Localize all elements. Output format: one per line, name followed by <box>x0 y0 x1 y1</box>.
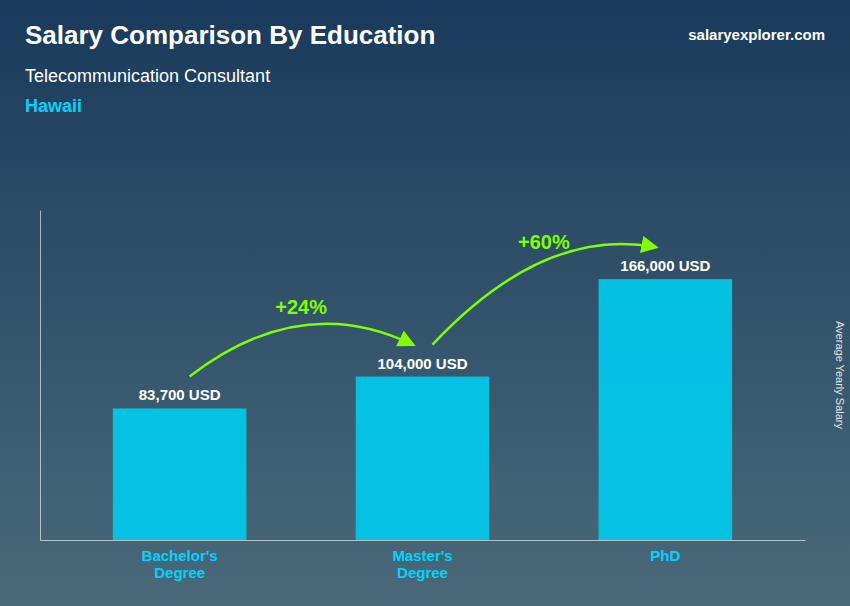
x-tick-label: Master'sDegree <box>392 547 452 581</box>
value-label: 83,700 USD <box>139 386 221 403</box>
bar <box>356 377 490 540</box>
x-axis-line <box>41 540 806 541</box>
watermark: salaryexplorer.com <box>688 26 825 43</box>
background <box>0 0 850 606</box>
x-tick-label-line: PhD <box>650 547 680 564</box>
chart-root: Salary Comparison By Education Telecommun… <box>0 0 850 606</box>
subtitle: Telecommunication Consultant <box>25 66 270 86</box>
x-tick: Master'sDegree <box>392 540 452 581</box>
x-tick-label-line: Master's <box>392 547 452 564</box>
x-tick-label-line: Degree <box>397 564 448 581</box>
x-axis: Bachelor'sDegreeMaster'sDegreePhD <box>41 540 806 581</box>
bars <box>113 279 732 540</box>
growth-label: +60% <box>518 231 570 253</box>
location: Hawaii <box>25 96 82 116</box>
growth-label: +24% <box>275 296 327 318</box>
x-tick: Bachelor'sDegree <box>142 540 218 581</box>
growth-arrow <box>433 244 656 345</box>
bar <box>113 408 247 540</box>
x-tick-label-line: Degree <box>154 564 205 581</box>
x-tick-label: Bachelor'sDegree <box>142 547 218 581</box>
growth-arrow <box>190 324 413 377</box>
plot: Bachelor'sDegreeMaster'sDegreePhD83,700 … <box>41 211 806 582</box>
y-axis-title: Average Yearly Salary <box>834 321 846 430</box>
bar <box>599 279 733 540</box>
title: Salary Comparison By Education <box>25 20 435 50</box>
x-tick-label-line: Bachelor's <box>142 547 218 564</box>
value-label: 166,000 USD <box>620 257 710 274</box>
y-axis-line <box>40 211 41 541</box>
x-tick-label: PhD <box>650 547 680 564</box>
value-label: 104,000 USD <box>377 355 467 372</box>
x-tick: PhD <box>650 540 680 564</box>
y-axis <box>40 211 41 541</box>
